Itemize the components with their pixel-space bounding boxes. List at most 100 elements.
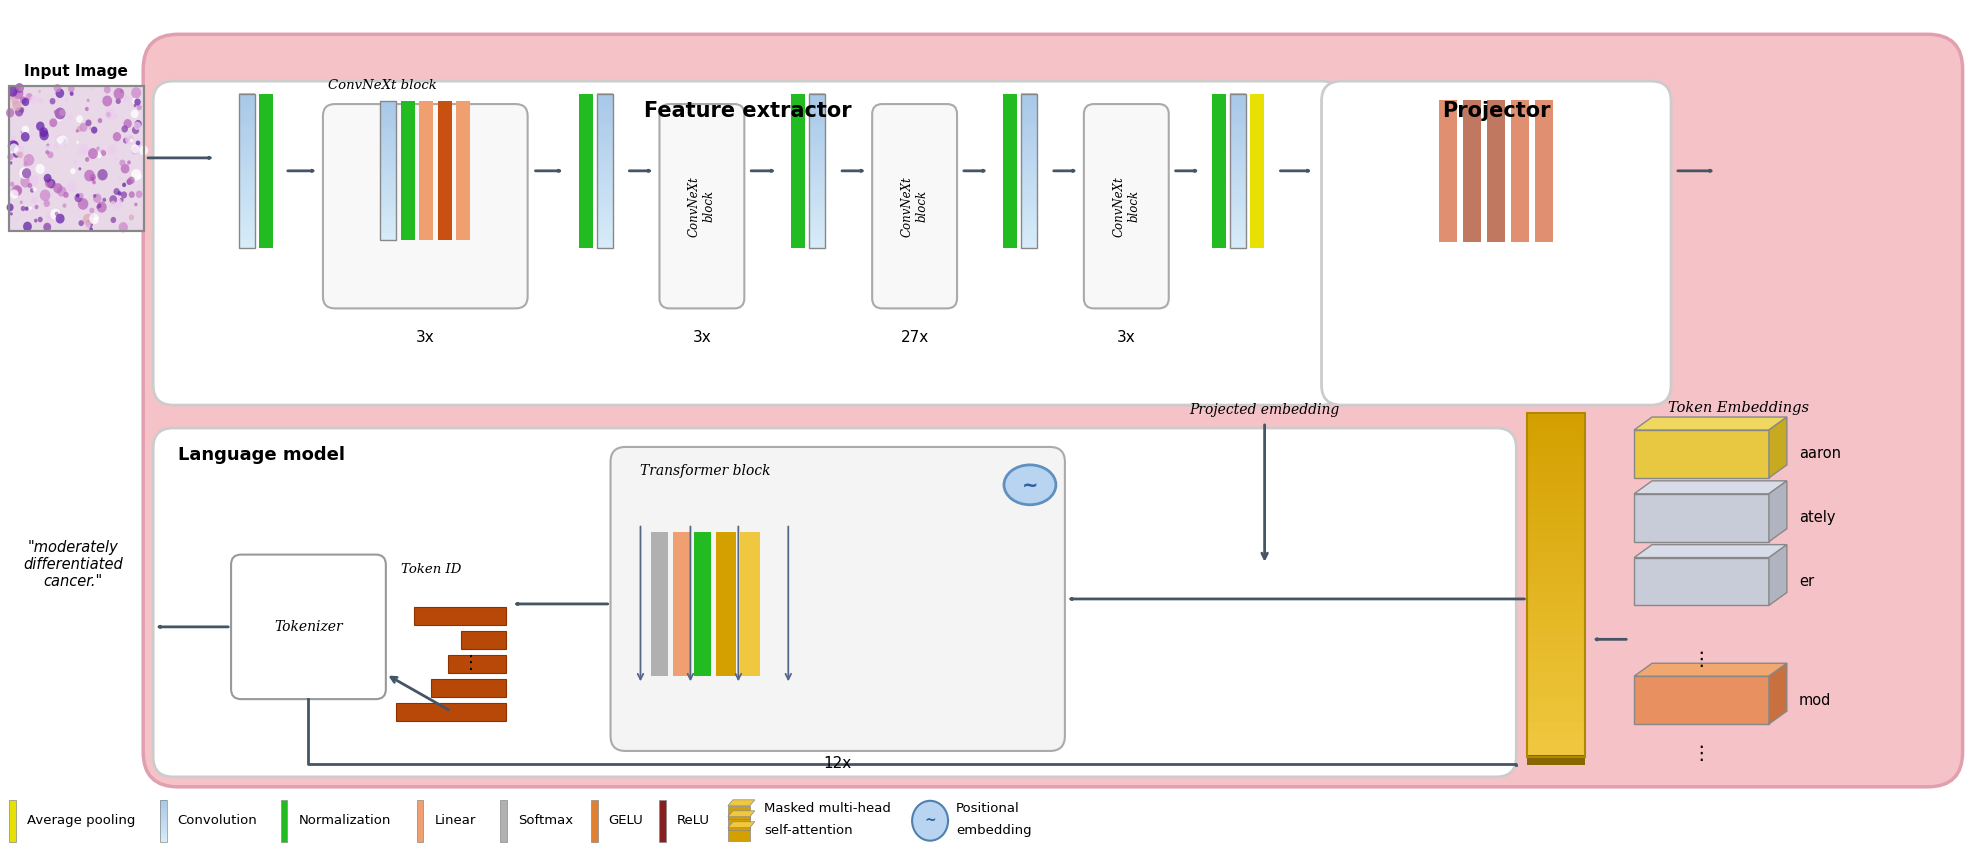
Bar — [1527, 430, 1584, 439]
Bar — [790, 94, 804, 248]
Ellipse shape — [121, 126, 129, 132]
Bar — [810, 144, 826, 148]
Bar — [596, 97, 612, 101]
Ellipse shape — [79, 123, 87, 132]
Bar — [160, 814, 166, 816]
Text: ⋮: ⋮ — [1691, 650, 1711, 669]
Bar — [1230, 182, 1245, 187]
Ellipse shape — [123, 182, 127, 187]
Bar — [430, 679, 505, 697]
Ellipse shape — [50, 209, 61, 220]
Bar — [1230, 144, 1245, 148]
FancyBboxPatch shape — [152, 81, 1340, 405]
Bar — [380, 132, 396, 136]
Ellipse shape — [79, 144, 89, 155]
Bar — [259, 94, 273, 248]
Polygon shape — [1768, 663, 1786, 724]
Bar — [1020, 175, 1036, 179]
Ellipse shape — [14, 144, 24, 157]
Bar — [1527, 714, 1584, 722]
Bar — [380, 206, 396, 209]
Bar — [380, 223, 396, 226]
Bar — [1230, 132, 1245, 136]
Bar — [810, 221, 826, 225]
Ellipse shape — [105, 108, 117, 120]
Ellipse shape — [1004, 465, 1055, 505]
Bar — [1230, 175, 1245, 179]
Bar — [1020, 201, 1036, 206]
Bar — [810, 94, 826, 97]
Ellipse shape — [57, 137, 63, 144]
Bar — [240, 224, 255, 229]
Text: ~: ~ — [1022, 476, 1038, 494]
Ellipse shape — [137, 191, 143, 198]
Ellipse shape — [77, 126, 81, 132]
Ellipse shape — [30, 206, 32, 210]
Text: GELU: GELU — [608, 814, 644, 827]
Bar — [1230, 105, 1245, 109]
Ellipse shape — [131, 138, 133, 143]
FancyBboxPatch shape — [143, 34, 1962, 787]
Bar — [810, 117, 826, 120]
Ellipse shape — [48, 179, 55, 188]
Bar — [1020, 187, 1036, 190]
Ellipse shape — [69, 91, 73, 96]
Bar — [240, 201, 255, 206]
FancyBboxPatch shape — [1083, 104, 1168, 309]
Ellipse shape — [133, 97, 141, 106]
Bar — [1527, 421, 1584, 430]
Text: Language model: Language model — [178, 446, 345, 464]
Bar — [1527, 550, 1584, 559]
Bar — [380, 167, 396, 171]
Bar — [1439, 100, 1457, 242]
Ellipse shape — [97, 206, 99, 209]
Bar — [810, 94, 826, 248]
Ellipse shape — [50, 98, 55, 104]
Bar — [1020, 132, 1036, 136]
Bar — [1527, 705, 1584, 714]
Text: ConvNeXt
block: ConvNeXt block — [901, 175, 929, 237]
Bar — [240, 136, 255, 140]
Ellipse shape — [77, 151, 79, 156]
Bar — [810, 232, 826, 237]
FancyBboxPatch shape — [610, 447, 1065, 751]
Bar — [160, 827, 166, 829]
Bar — [1020, 105, 1036, 109]
FancyBboxPatch shape — [152, 428, 1515, 777]
Ellipse shape — [20, 206, 26, 212]
Bar — [596, 182, 612, 187]
Bar — [1020, 194, 1036, 198]
Bar — [380, 230, 396, 233]
Bar — [1527, 602, 1584, 611]
Ellipse shape — [131, 144, 139, 154]
Ellipse shape — [22, 98, 30, 106]
Ellipse shape — [115, 98, 121, 104]
Bar — [1527, 516, 1584, 525]
Ellipse shape — [137, 140, 141, 145]
Ellipse shape — [38, 90, 42, 93]
Bar — [1527, 482, 1584, 490]
Bar — [596, 117, 612, 120]
Bar — [1527, 542, 1584, 550]
Ellipse shape — [12, 136, 16, 142]
Bar — [596, 224, 612, 229]
Bar — [380, 101, 396, 240]
Bar — [810, 167, 826, 171]
Bar — [160, 800, 166, 802]
Ellipse shape — [113, 198, 123, 209]
Bar — [160, 804, 166, 806]
Bar — [1230, 232, 1245, 237]
Ellipse shape — [55, 89, 63, 98]
Bar — [240, 105, 255, 109]
Bar — [810, 182, 826, 187]
Bar — [160, 820, 166, 823]
Ellipse shape — [85, 219, 93, 228]
Bar — [590, 800, 598, 842]
Ellipse shape — [101, 150, 105, 155]
Text: 3x: 3x — [693, 330, 711, 346]
Ellipse shape — [24, 154, 34, 166]
Ellipse shape — [44, 221, 51, 230]
Ellipse shape — [12, 150, 20, 157]
Bar — [380, 226, 396, 230]
Text: ately: ately — [1798, 510, 1833, 525]
